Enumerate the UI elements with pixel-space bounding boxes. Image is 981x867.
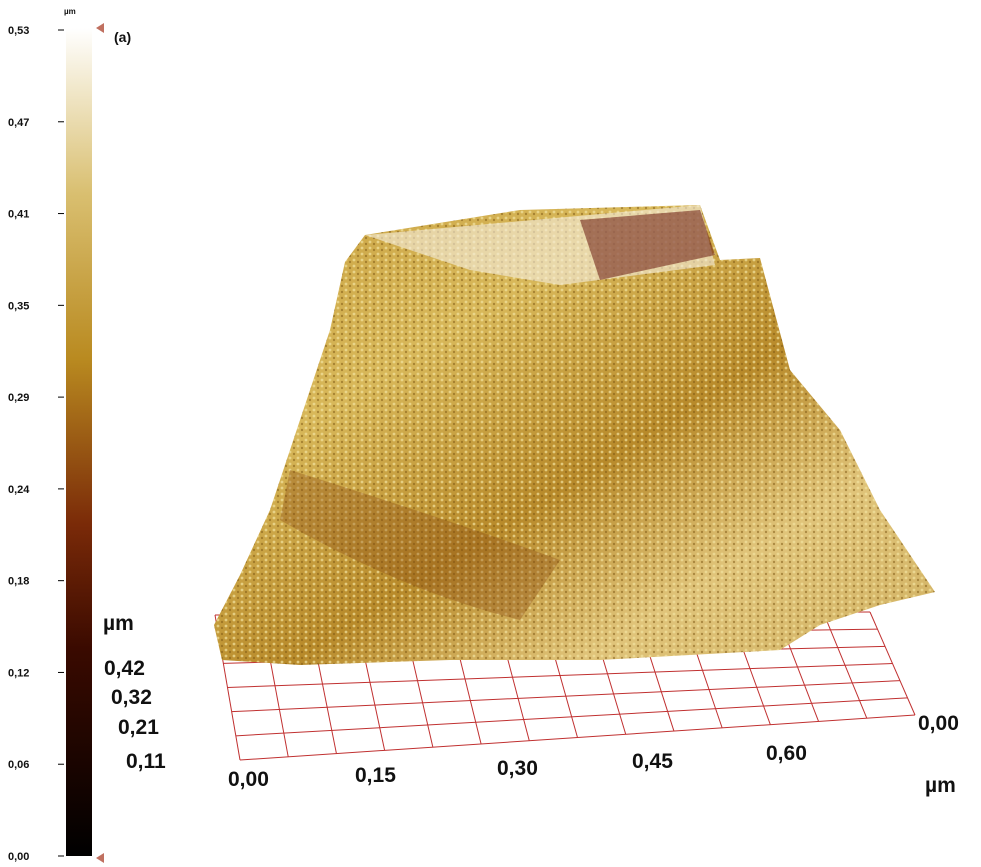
x-tick-label: 0,00 [228, 768, 269, 791]
colorbar-tick-label: 0,00 [8, 851, 29, 863]
surface-texture [214, 205, 935, 665]
marker [96, 23, 104, 33]
grid-line [227, 663, 893, 688]
z-scale-label: 0,21 [118, 716, 159, 739]
z-scale-unit: µm [103, 612, 134, 635]
colorbar-tick-label: 0,12 [8, 667, 29, 679]
grid-line [239, 714, 916, 761]
colorbar [66, 28, 92, 856]
colorbar-tick-label: 0,29 [8, 392, 29, 404]
colorbar-tick-label: 0,18 [8, 576, 29, 588]
axis-unit: µm [925, 774, 956, 797]
x-tick-label: 0,45 [632, 750, 673, 773]
grid-line [231, 680, 901, 713]
colorbar-tick-label: 0,06 [8, 759, 29, 771]
surface-peak [580, 210, 715, 280]
grid-line [235, 697, 908, 737]
colorbar-tick-label: 0,53 [8, 25, 29, 37]
x-tick-label: 0,15 [355, 764, 396, 787]
colorbar-tick-label: 0,24 [8, 484, 30, 496]
surface-valley [280, 470, 560, 620]
panel-label: (a) [114, 29, 131, 45]
marker [96, 853, 104, 863]
colorbar-unit: µm [64, 7, 76, 16]
colorbar-tick-label: 0,47 [8, 117, 29, 129]
x-tick-label: 0,30 [497, 757, 538, 780]
z-scale-label: 0,42 [104, 657, 145, 680]
colorbar-tick-label: 0,41 [8, 209, 29, 221]
z-scale-label: 0,32 [111, 686, 152, 709]
y-tick-label: 0,00 [918, 712, 959, 735]
z-scale-label: 0,11 [126, 750, 166, 773]
colorbar-tick-label: 0,35 [8, 300, 29, 312]
x-tick-label: 0,60 [766, 742, 807, 765]
